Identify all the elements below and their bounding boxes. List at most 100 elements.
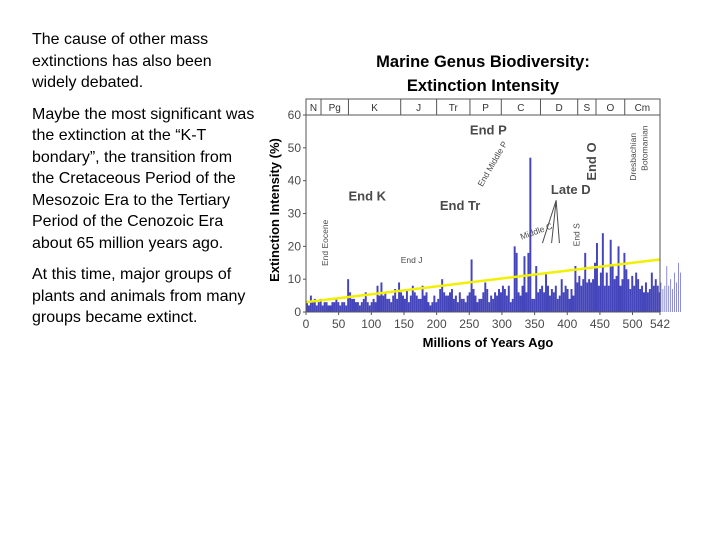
- bar: [494, 292, 497, 312]
- bar: [580, 285, 583, 312]
- bar: [607, 285, 610, 312]
- bar: [588, 279, 591, 312]
- bar: [374, 302, 377, 312]
- bar: [321, 305, 324, 312]
- bar: [386, 298, 389, 312]
- x-tick-label: 250: [459, 317, 479, 331]
- bar: [623, 252, 626, 312]
- bar: [492, 298, 495, 312]
- bar: [417, 298, 420, 312]
- bar: [592, 279, 595, 312]
- bar: [576, 282, 579, 312]
- x-tick-label: 500: [623, 317, 643, 331]
- paragraph-1: The cause of other mass extinctions has …: [32, 31, 212, 91]
- bar: [517, 292, 520, 312]
- bar: [366, 302, 369, 312]
- bar: [354, 302, 357, 312]
- bar: [507, 285, 510, 312]
- bar: [433, 295, 436, 312]
- bar: [654, 279, 657, 312]
- bar: [464, 302, 467, 312]
- bar: [650, 272, 653, 312]
- bar: [674, 272, 675, 312]
- annotation-label: End Eocene: [320, 219, 330, 266]
- paragraph-2: Maybe the most significant was the extin…: [32, 105, 255, 252]
- bar: [672, 289, 674, 312]
- bar: [556, 298, 559, 312]
- bar: [380, 282, 383, 312]
- bar: [423, 295, 426, 312]
- bar: [411, 285, 414, 312]
- bar: [521, 285, 524, 312]
- bar: [560, 279, 563, 312]
- bar: [646, 292, 649, 312]
- period-label: Cm: [635, 103, 651, 114]
- bar: [609, 239, 612, 312]
- x-tick-label: 150: [394, 317, 414, 331]
- bar: [306, 302, 308, 312]
- x-tick-label: 50: [332, 317, 346, 331]
- bar: [531, 298, 534, 312]
- bar: [513, 246, 516, 312]
- bar: [437, 298, 440, 312]
- annotation-label: Late D: [551, 182, 591, 197]
- bar: [633, 285, 636, 312]
- bar: [523, 256, 526, 312]
- bar: [637, 279, 640, 312]
- bar: [443, 292, 446, 312]
- bar: [611, 266, 614, 312]
- bar: [353, 298, 355, 312]
- bar: [537, 292, 540, 312]
- bar: [641, 285, 644, 312]
- x-tick-label: 400: [557, 317, 577, 331]
- late-d-arrow: [555, 200, 560, 244]
- bar: [590, 282, 593, 312]
- bar: [460, 298, 463, 312]
- bar: [603, 285, 606, 312]
- bar: [496, 295, 499, 312]
- bar: [547, 285, 549, 312]
- x-tick-label: 0: [303, 317, 310, 331]
- bar: [552, 292, 555, 312]
- annotation-label: End S: [572, 223, 582, 246]
- bar: [325, 302, 328, 312]
- bar: [525, 292, 528, 312]
- bar: [568, 298, 571, 312]
- bar: [558, 295, 561, 312]
- bar: [370, 302, 373, 312]
- bar: [572, 295, 575, 312]
- bar: [392, 295, 395, 312]
- bar: [307, 305, 310, 312]
- bar: [472, 289, 475, 312]
- bar: [450, 289, 453, 312]
- bar: [668, 285, 670, 312]
- bar: [454, 295, 457, 312]
- bar: [466, 295, 469, 312]
- bar: [390, 302, 393, 312]
- annotation-label: End O: [584, 142, 599, 180]
- bar: [595, 243, 598, 312]
- bar: [431, 302, 434, 312]
- x-tick-label: 300: [492, 317, 512, 331]
- bar: [323, 302, 326, 312]
- bar: [670, 279, 672, 312]
- bar: [458, 292, 461, 312]
- bar: [456, 302, 459, 312]
- bar: [554, 285, 557, 312]
- bar: [535, 266, 538, 312]
- period-label: Tr: [449, 103, 459, 114]
- bar: [339, 305, 342, 312]
- y-tick-label: 0: [294, 305, 301, 319]
- bar: [452, 298, 455, 312]
- annotation-label: End Tr: [440, 198, 480, 213]
- bar: [403, 298, 406, 312]
- bar: [388, 298, 391, 312]
- bar: [678, 262, 679, 312]
- chart-title: Marine Genus Biodiversity:: [376, 53, 590, 71]
- bar: [447, 295, 450, 312]
- bar: [378, 295, 381, 312]
- x-tick-label: 450: [590, 317, 610, 331]
- bar: [680, 272, 681, 312]
- bar: [476, 302, 479, 312]
- y-tick-label: 30: [288, 207, 302, 221]
